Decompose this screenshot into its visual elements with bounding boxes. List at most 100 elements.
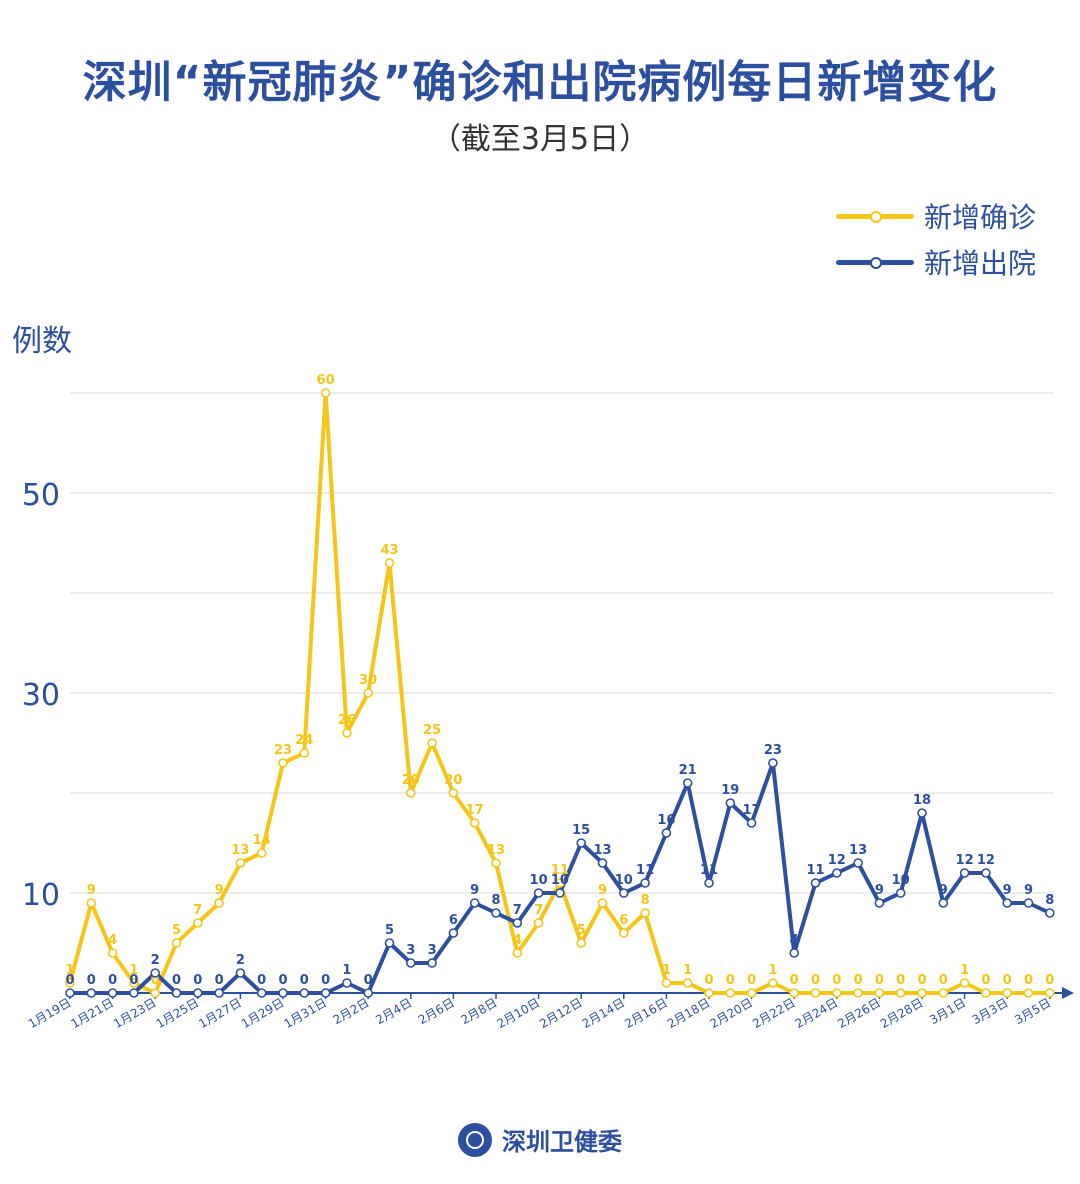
data-label-discharged: 0 [172, 973, 181, 988]
x-tick-label: 1月23日 [111, 995, 159, 1031]
legend-marker-confirmed [870, 211, 882, 223]
data-point-confirmed [86, 898, 97, 908]
x-tick-label: 2月22日 [750, 995, 798, 1031]
data-point-discharged [810, 878, 821, 888]
x-tick-label: 2月4日 [373, 995, 414, 1027]
data-point-confirmed [448, 788, 459, 798]
data-label-confirmed: 23 [274, 743, 292, 758]
data-point-confirmed [235, 858, 246, 868]
y-tick-label: 10 [22, 878, 60, 913]
data-point-discharged [427, 958, 437, 968]
data-point-confirmed [768, 978, 778, 988]
footer: 深圳卫健委 [0, 1122, 1080, 1157]
data-label-confirmed: 60 [317, 373, 335, 388]
legend-marker-discharged [870, 257, 882, 269]
data-point-discharged [831, 868, 842, 878]
data-label-discharged: 11 [700, 863, 718, 878]
data-point-confirmed [874, 988, 885, 998]
data-point-discharged [959, 868, 970, 878]
data-label-discharged: 10 [892, 873, 910, 888]
x-tick-label: 2月8日 [458, 995, 499, 1027]
data-label-discharged: 0 [87, 973, 96, 988]
data-point-discharged [1002, 898, 1013, 908]
data-label-confirmed: 13 [231, 843, 249, 858]
data-point-confirmed [810, 988, 821, 998]
x-tick-label: 2月12日 [537, 995, 585, 1031]
data-label-confirmed: 1 [960, 963, 969, 978]
data-point-discharged [235, 968, 246, 978]
data-label-confirmed: 1 [768, 963, 777, 978]
data-label-discharged: 4 [790, 933, 799, 948]
data-point-confirmed [320, 388, 331, 398]
data-point-confirmed [661, 978, 672, 988]
data-point-discharged [129, 988, 139, 998]
data-label-confirmed: 1 [683, 963, 692, 978]
data-label-confirmed: 0 [896, 973, 905, 988]
data-label-discharged: 12 [828, 853, 846, 868]
data-label-confirmed: 0 [726, 973, 735, 988]
data-point-confirmed [427, 738, 437, 748]
data-label-discharged: 0 [364, 973, 373, 988]
data-label-discharged: 13 [593, 843, 611, 858]
data-point-confirmed [299, 748, 310, 758]
data-label-discharged: 5 [385, 923, 394, 938]
data-label-discharged: 1 [342, 963, 351, 978]
data-point-discharged [320, 988, 331, 998]
data-point-confirmed [214, 898, 224, 908]
data-label-confirmed: 0 [151, 973, 160, 988]
data-point-confirmed [682, 978, 693, 988]
data-label-discharged: 12 [956, 853, 974, 868]
x-tick-label: 1月21日 [68, 995, 116, 1031]
x-tick-label: 2月24日 [793, 995, 841, 1031]
data-point-confirmed [789, 988, 800, 998]
data-label-discharged: 3 [428, 943, 437, 958]
data-label-confirmed: 7 [193, 903, 202, 918]
data-label-discharged: 9 [1024, 883, 1033, 898]
x-tick-label: 3月3日 [970, 995, 1011, 1027]
x-tick-label: 1月25日 [154, 995, 202, 1031]
data-point-confirmed [981, 988, 991, 998]
data-label-confirmed: 43 [380, 543, 398, 558]
data-point-discharged [214, 988, 224, 998]
data-point-discharged [768, 758, 778, 768]
data-point-confirmed [107, 948, 118, 958]
data-label-discharged: 3 [406, 943, 415, 958]
data-point-confirmed [129, 978, 139, 988]
data-label-discharged: 0 [215, 973, 224, 988]
data-point-discharged [512, 918, 523, 928]
data-label-confirmed: 30 [359, 673, 377, 688]
data-point-confirmed [959, 978, 970, 988]
data-point-discharged [1045, 908, 1055, 918]
data-label-confirmed: 13 [487, 843, 505, 858]
data-point-confirmed [853, 988, 863, 998]
data-label-confirmed: 20 [402, 773, 420, 788]
data-label-confirmed: 20 [444, 773, 462, 788]
data-label-confirmed: 0 [790, 973, 799, 988]
x-axis-arrow-icon [1062, 987, 1074, 999]
data-point-confirmed [895, 988, 906, 998]
data-point-discharged [640, 878, 650, 888]
data-label-discharged: 0 [278, 973, 287, 988]
y-tick-label: 30 [22, 678, 60, 713]
data-point-confirmed [363, 688, 374, 698]
data-point-confirmed [746, 988, 757, 998]
data-label-discharged: 16 [657, 813, 675, 828]
data-point-discharged [618, 888, 629, 898]
data-label-discharged: 0 [65, 973, 74, 988]
data-label-discharged: 10 [551, 873, 569, 888]
data-point-discharged [299, 988, 310, 998]
data-label-discharged: 9 [875, 883, 884, 898]
data-label-confirmed: 25 [423, 723, 441, 738]
data-point-discharged [895, 888, 906, 898]
footer-label: 深圳卫健委 [502, 1128, 622, 1156]
data-label-discharged: 23 [764, 743, 782, 758]
data-point-discharged [555, 888, 565, 898]
data-label-discharged: 11 [806, 863, 824, 878]
data-point-discharged [65, 988, 75, 998]
data-label-confirmed: 17 [466, 803, 484, 818]
data-label-discharged: 8 [491, 893, 500, 908]
data-point-discharged [405, 958, 416, 968]
data-label-discharged: 0 [108, 973, 117, 988]
data-point-discharged [171, 988, 182, 998]
data-label-confirmed: 8 [641, 893, 650, 908]
